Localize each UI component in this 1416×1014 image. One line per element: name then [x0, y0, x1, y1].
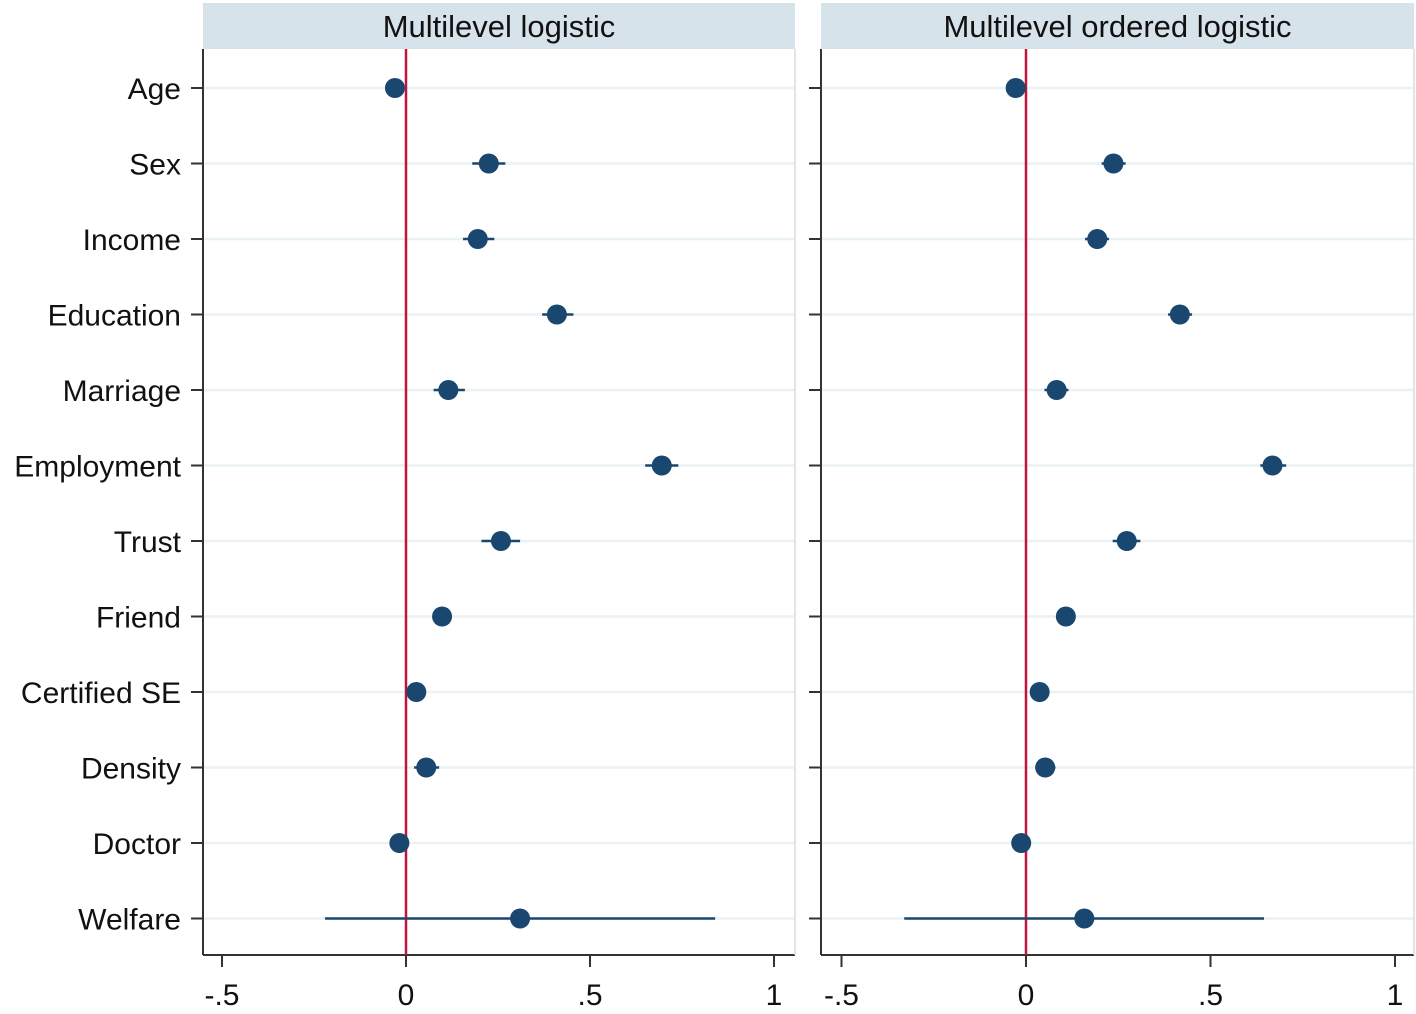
- panel-2-point-marriage: [1046, 380, 1067, 400]
- panel-1-point-welfare: [510, 908, 531, 929]
- y-tick-label-density: Density: [81, 753, 181, 786]
- panel-2-x-tick-label-4: 1: [1387, 979, 1404, 1009]
- panel-1-x-tick-label-2: 0: [398, 979, 415, 1009]
- panel-1-point-employment: [651, 455, 672, 476]
- panel-1-title: Multilevel logistic: [383, 9, 616, 44]
- y-tick-label-trust: Trust: [114, 526, 182, 559]
- y-tick-label-welfare: Welfare: [78, 904, 181, 937]
- y-tick-label-certified-se: Certified SE: [21, 677, 181, 710]
- panel-1-point-marriage: [438, 380, 459, 400]
- panel-2-point-education: [1169, 304, 1190, 325]
- panel-2-point-doctor: [1011, 833, 1032, 853]
- panel-2-point-sex: [1103, 153, 1124, 174]
- panel-2-point-certified-se: [1029, 682, 1050, 702]
- panel-1-point-trust: [490, 531, 511, 551]
- panel-1-point-income: [467, 229, 488, 249]
- panel-2-x-tick-label-2: 0: [1018, 979, 1035, 1009]
- panel-2-title-strip: [821, 3, 1414, 49]
- panel-1-point-certified-se: [406, 682, 427, 702]
- panel-1-point-doctor: [389, 833, 410, 853]
- panel-1-point-sex: [478, 153, 499, 174]
- panel-1-point-education: [546, 304, 567, 325]
- y-tick-label-sex: Sex: [129, 149, 181, 182]
- y-tick-label-marriage: Marriage: [63, 375, 181, 408]
- panel-2-point-employment: [1262, 455, 1283, 476]
- panel-1-x-tick-label-3: .5: [577, 979, 602, 1009]
- panel-2-x-tick-label-3: .5: [1198, 979, 1223, 1009]
- panel-2-point-friend: [1055, 606, 1076, 627]
- panel-1-point-friend: [432, 606, 453, 627]
- panel-2-point-density: [1035, 757, 1056, 778]
- panel-1-point-age: [384, 78, 405, 98]
- y-tick-label-income: Income: [83, 224, 181, 257]
- panel-2-point-income: [1087, 229, 1108, 249]
- panel-1-point-density: [416, 757, 437, 778]
- panel-1-x-tick-label-4: 1: [766, 979, 783, 1009]
- panel-1-title-strip: [203, 3, 795, 49]
- panel-2-point-welfare: [1074, 908, 1095, 929]
- y-tick-label-employment: Employment: [14, 451, 181, 484]
- panel-2-x-tick-label-1: -.5: [824, 979, 859, 1009]
- y-tick-label-education: Education: [48, 300, 181, 333]
- y-tick-label-doctor: Doctor: [93, 828, 181, 861]
- panel-1-x-tick-label-1: -.5: [204, 979, 239, 1009]
- y-tick-label-age: Age: [128, 73, 181, 106]
- panel-2-title: Multilevel ordered logistic: [943, 9, 1291, 44]
- y-tick-label-friend: Friend: [96, 602, 181, 635]
- panel-2-point-age: [1005, 78, 1026, 98]
- panel-2-point-trust: [1116, 531, 1137, 551]
